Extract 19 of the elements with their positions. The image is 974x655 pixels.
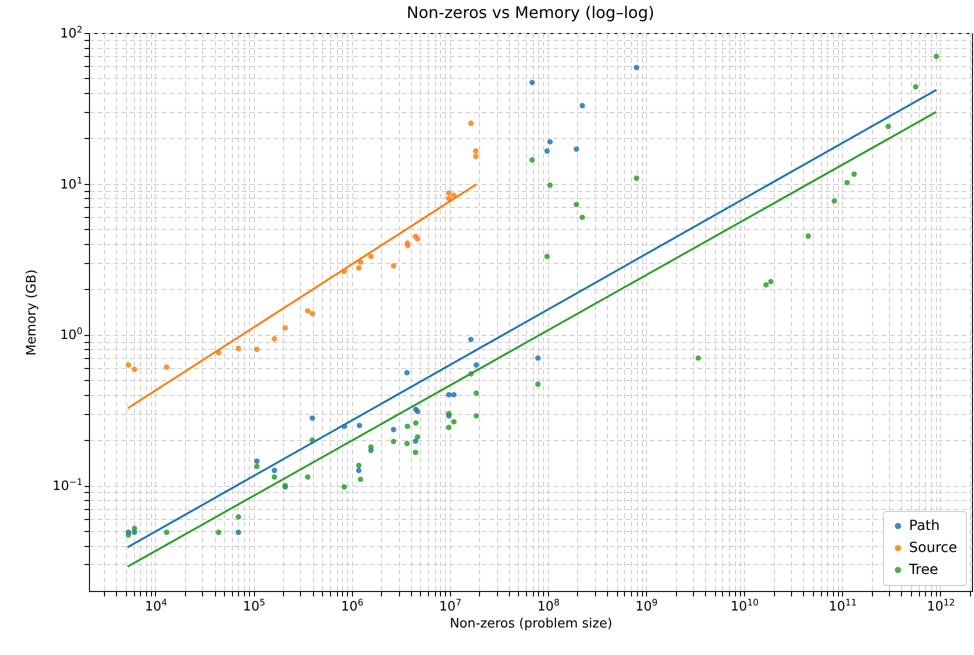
y-tick-label: 10$^{0}$ [60, 327, 83, 344]
x-tick-label: 10$^{8}$ [537, 598, 560, 614]
x-axis-title: Non-zeros (problem size) [450, 616, 612, 632]
legend-label: Tree [908, 562, 938, 578]
x-tick-label: 10$^{7}$ [439, 598, 462, 614]
chart-title: Non-zeros vs Memory (log–log) [406, 3, 654, 22]
legend-label: Path [909, 518, 940, 534]
x-tick-label: 10$^{5}$ [242, 598, 266, 614]
y-axis-title: Memory (GB) [24, 269, 40, 356]
y-tick-label: 10$^{−1}$ [52, 478, 82, 494]
y-tick-label: 10$^{2}$ [60, 26, 82, 42]
x-tick-label: 10$^{12}$ [926, 598, 955, 614]
x-tick-label: 10$^{11}$ [828, 598, 857, 614]
y-tick-label: 10$^{1}$ [60, 176, 82, 192]
x-tick-label: 10$^{6}$ [341, 598, 364, 614]
x-tick-label: 10$^{10}$ [730, 598, 759, 614]
legend-label: Source [909, 540, 958, 556]
x-tick-label: 10$^{4}$ [144, 598, 168, 614]
x-tick-label: 10$^{9}$ [635, 598, 658, 614]
